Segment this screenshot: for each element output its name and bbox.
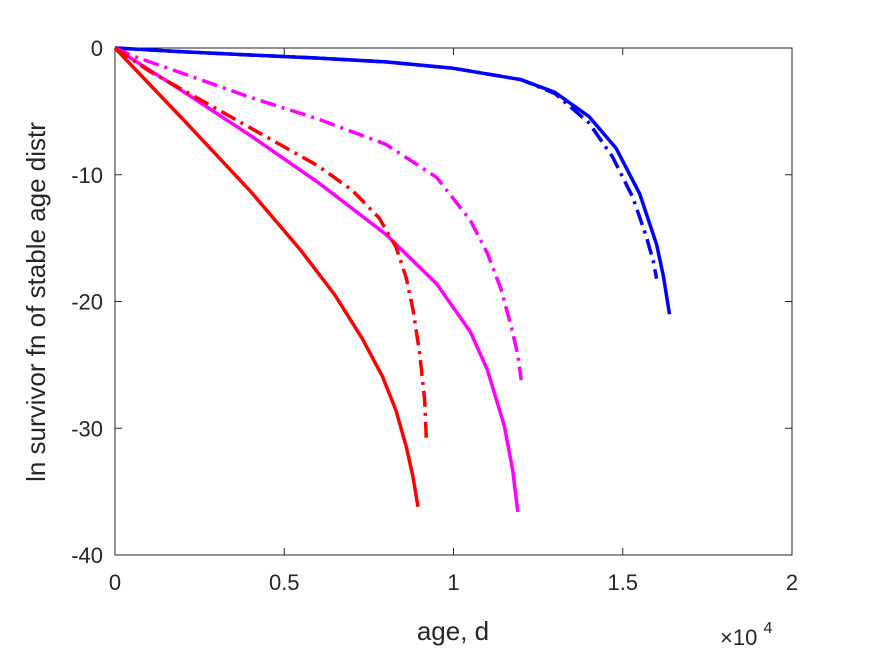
x-tick-label: 1.5	[607, 570, 638, 595]
series-line-4	[114, 46, 520, 513]
x-exponent-label: ×10 4	[720, 620, 772, 650]
series-line-6	[113, 46, 420, 508]
y-tick-label: -40	[71, 543, 103, 568]
x-ticks: 0 0.5 1 1.5 2	[109, 48, 798, 595]
x-exponent-power: 4	[763, 620, 772, 637]
series-line-3	[114, 46, 523, 381]
plot-area-frame	[114, 47, 793, 556]
series-line-2	[114, 46, 659, 280]
x-tick-label: 2	[786, 570, 798, 595]
x-tick-label: 0.5	[269, 570, 300, 595]
y-tick-label: -20	[71, 290, 103, 315]
series-line-5	[114, 46, 429, 441]
x-axis-label: age, d	[417, 616, 489, 646]
x-exponent-base: ×10	[720, 625, 757, 650]
series-layer	[113, 46, 672, 513]
x-tick-label: 1	[447, 570, 459, 595]
y-tick-label: -30	[71, 416, 103, 441]
y-tick-label: 0	[91, 36, 103, 61]
y-ticks: -40 -30 -20 -10 0	[71, 36, 792, 568]
y-axis-label: ln survivor fn of stable age distr	[21, 122, 51, 482]
x-tick-label: 0	[109, 570, 121, 595]
y-tick-label: -10	[71, 163, 103, 188]
